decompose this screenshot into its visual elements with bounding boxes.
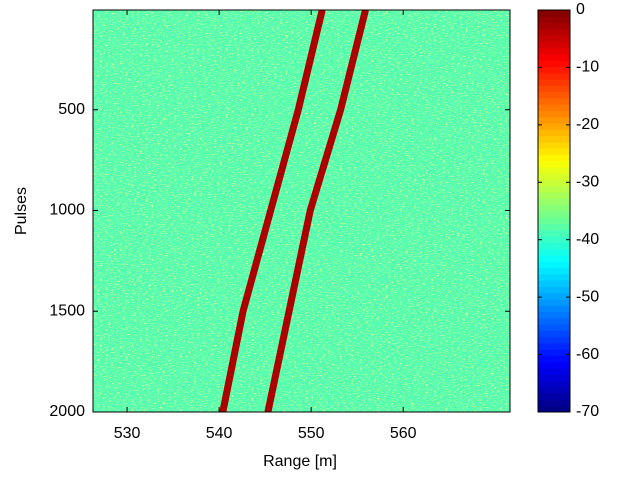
colorbar-swatch — [538, 311, 570, 319]
colorbar-swatch — [538, 22, 570, 30]
colorbar-swatch — [538, 79, 570, 86]
colorbar-swatch — [538, 72, 570, 80]
y-tick-label: 1500 — [49, 302, 85, 319]
target-trace-dots — [266, 10, 367, 412]
colorbar-swatch — [538, 305, 570, 312]
colorbar-tick-label: -30 — [576, 174, 599, 191]
target-trace-dots — [221, 10, 324, 412]
colorbar-swatch — [538, 66, 570, 74]
colorbar-swatch — [538, 198, 570, 206]
y-tick-label: 1000 — [49, 202, 85, 219]
noise-texture — [93, 10, 510, 412]
colorbar-swatch — [538, 97, 570, 105]
colorbar-swatch — [538, 236, 570, 243]
colorbar-swatch — [538, 393, 570, 400]
heatmap — [93, 10, 510, 412]
colorbar-swatch — [538, 204, 570, 212]
plot-frame — [92, 9, 511, 413]
colorbar-swatch — [538, 355, 570, 363]
colorbar-swatch — [538, 160, 570, 168]
colorbar-swatch — [538, 229, 570, 237]
colorbar-swatch — [538, 60, 570, 68]
y-axis-label: Pulses — [13, 187, 30, 235]
colorbar-swatch — [538, 10, 570, 17]
colorbar-swatch — [538, 91, 570, 99]
x-axis-label: Range [m] — [263, 453, 337, 470]
colorbar-tick-label: -40 — [576, 231, 599, 248]
colorbar-swatch — [538, 292, 570, 300]
y-tick-label: 500 — [58, 101, 85, 118]
colorbar-swatch — [538, 41, 570, 49]
colorbar-swatch — [538, 386, 570, 394]
colorbar-swatch — [538, 342, 570, 350]
colorbar-swatch — [538, 273, 570, 281]
colorbar-swatch — [538, 211, 570, 218]
colorbar-swatch — [538, 242, 570, 250]
colorbar-swatch — [538, 154, 570, 162]
colorbar-swatch — [538, 336, 570, 344]
colorbar-swatch — [538, 399, 570, 407]
colorbar-swatch — [538, 248, 570, 256]
colorbar-swatch — [538, 110, 570, 118]
colorbar-swatch — [538, 129, 570, 137]
colorbar-swatch — [538, 317, 570, 325]
colorbar-swatch — [538, 330, 570, 338]
colorbar-swatch — [538, 167, 570, 174]
y-tick-label: 2000 — [49, 403, 85, 420]
colorbar-swatch — [538, 405, 570, 413]
colorbar-swatch — [538, 116, 570, 124]
colorbar-swatch — [538, 123, 570, 130]
x-tick-label: 530 — [114, 425, 141, 442]
colorbar-swatch — [538, 368, 570, 375]
colorbar-swatch — [538, 179, 570, 187]
colorbar-swatch — [538, 173, 570, 181]
colorbar-swatch — [538, 104, 570, 111]
colorbar-swatch — [538, 16, 570, 24]
colorbar-swatch — [538, 217, 570, 225]
colorbar-swatch — [538, 286, 570, 294]
colorbar-swatch — [538, 349, 570, 356]
colorbar-swatch — [538, 148, 570, 155]
colorbar-swatch — [538, 85, 570, 93]
colorbar-swatch — [538, 53, 570, 61]
colorbar-swatch — [538, 374, 570, 382]
colorbar-swatch — [538, 35, 570, 42]
colorbar-swatch — [538, 267, 570, 275]
colorbar-swatch — [538, 223, 570, 231]
x-tick-label: 560 — [390, 425, 417, 442]
colorbar-tick-label: -20 — [576, 116, 599, 133]
colorbar-swatch — [538, 361, 570, 369]
colorbar-swatch — [538, 380, 570, 388]
colorbar-tick-label: -50 — [576, 288, 599, 305]
colorbar-swatch — [538, 324, 570, 331]
colorbar-swatch — [538, 135, 570, 143]
colorbar-tick-label: -60 — [576, 346, 599, 363]
colorbar-swatch — [538, 28, 570, 36]
x-tick-label: 550 — [298, 425, 325, 442]
colorbar-frame — [537, 9, 571, 413]
colorbar-swatch — [538, 254, 570, 262]
x-tick-label: 540 — [206, 425, 233, 442]
colorbar-tick-label: 0 — [576, 1, 585, 18]
colorbar-tick-label: -10 — [576, 59, 599, 76]
colorbar-swatch — [538, 185, 570, 193]
colorbar-swatch — [538, 298, 570, 306]
colorbar-tick-label: -70 — [576, 403, 599, 420]
colorbar-swatch — [538, 280, 570, 287]
colorbar-swatch — [538, 47, 570, 55]
colorbar-swatch — [538, 141, 570, 149]
colorbar-swatch — [538, 261, 570, 269]
colorbar-swatch — [538, 192, 570, 199]
